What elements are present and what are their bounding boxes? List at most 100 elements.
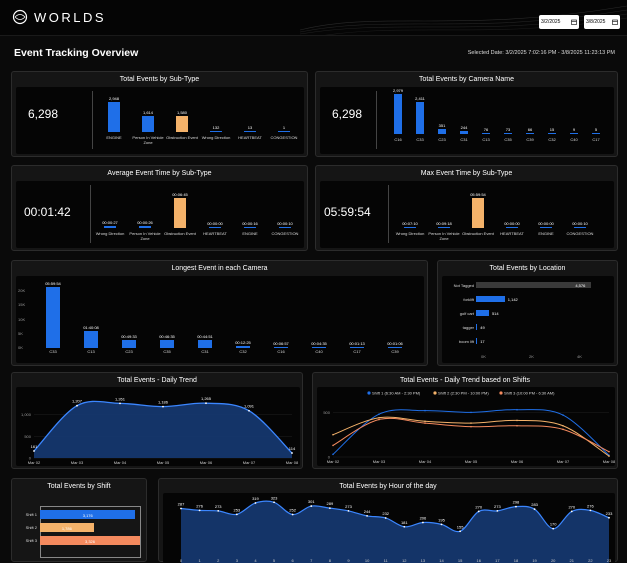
card-inner: 6,298 2,979 C16 2,411 C33 351 C23 244 C31 76 C13 7… [320, 87, 614, 154]
top-bar: WORLDS 3/2/2025 3/8/2025 [0, 0, 627, 36]
x-tick-label: 9 [347, 558, 350, 563]
hourly-area-chart: 287 0 276 1 273 2 253 3 319 4 323 5 252 6 301 7 289 8 273 9… [163, 493, 615, 563]
bar-category-label: Obstruction Event [462, 231, 494, 236]
bar-category-label: C16 [277, 349, 285, 354]
data-point [198, 509, 201, 512]
bar-category-label: C17 [353, 349, 361, 354]
bar-category-label: C35 [504, 137, 512, 142]
data-label: 283 [531, 502, 538, 507]
data-point [403, 525, 406, 528]
bar [526, 132, 534, 134]
bar-value-label: 00:44:51 [197, 334, 213, 340]
bar [46, 287, 60, 348]
axis-line [140, 506, 141, 558]
bar-value-label: 2,948 [108, 96, 119, 101]
bar [176, 115, 188, 132]
bar-value-label: 9 [572, 126, 576, 132]
bar-category-label: C13 [87, 349, 95, 354]
start-date-value: 3/2/2025 [541, 19, 561, 25]
bar [574, 226, 586, 228]
x-tick-label: Mar 03 [71, 460, 84, 465]
divider [376, 91, 377, 149]
bar-value-label: 00:46:35 [159, 334, 175, 340]
legend-label: Shift 3 (10:00 PM - 6:30 AM) [504, 391, 555, 396]
bar [40, 523, 94, 532]
bar-category-label: HEARTBEAT [238, 135, 262, 140]
logo[interactable]: WORLDS [12, 9, 106, 25]
x-tick-label: Mar 02 [28, 460, 41, 465]
bar-category-label: C40 [570, 137, 578, 142]
calendar-icon[interactable] [571, 19, 577, 25]
bar-category-label: C17 [592, 137, 600, 142]
data-point [424, 420, 426, 423]
hourly-card: Total Events by Hour of the day 287 0 276 1… [158, 478, 618, 563]
bar [139, 226, 151, 228]
bar-category-label: CONGESTION [270, 135, 298, 140]
bar-category-label: Not Tagged [453, 283, 474, 288]
data-point [332, 433, 334, 436]
bar-category-label: C13 [482, 137, 490, 142]
x-tick-label: Mar 08 [603, 459, 616, 464]
card-title: Total Events - Daily Trend based on Shif… [400, 377, 530, 384]
x-tick-label: Mar 06 [200, 460, 213, 465]
x-tick-label: 10 [365, 558, 370, 563]
bar [394, 94, 402, 134]
data-point [424, 409, 426, 412]
end-date-input[interactable]: 3/8/2025 [584, 15, 620, 29]
divider [92, 91, 93, 149]
card-title: Total Events by Hour of the day [339, 483, 437, 490]
bar-value-label: 3,326 [84, 538, 95, 544]
bar [279, 226, 291, 228]
data-point [515, 505, 517, 508]
bar-value-label: 00:00:16 [242, 220, 258, 226]
data-point [608, 516, 610, 519]
x-tick-label: 22 [588, 558, 593, 563]
bar-category-label: boom lift [458, 339, 474, 344]
bar-value-label: 1 [282, 124, 286, 130]
bar [274, 346, 288, 348]
data-label: 1,207 [72, 399, 83, 404]
total-count: 6,298 [28, 107, 59, 121]
data-label: 1,091 [244, 404, 255, 409]
bar-value-label: 00:01:06 [387, 340, 403, 346]
bar-category-label: ENGINE [242, 231, 258, 236]
calendar-icon[interactable] [612, 19, 618, 25]
bar-category-label: C16 [394, 137, 402, 142]
bar-value-label: 76 [483, 126, 489, 132]
x-tick-label: 5 [273, 558, 276, 563]
bar [476, 324, 478, 330]
bar [278, 130, 290, 132]
bar [210, 130, 222, 132]
x-tick-label: Mar 07 [557, 459, 570, 464]
card-title: Total Events - Daily Trend [117, 377, 197, 384]
data-point [235, 513, 238, 516]
bar [40, 536, 140, 545]
bar-category-label: C31 [201, 349, 209, 354]
y-tick-label: 15K [18, 302, 26, 308]
legend-marker [499, 391, 503, 395]
daily-trend-chart: 1,000 500 0 161 1,207 1,261 1,186 1,265 1,091 114… [16, 387, 300, 466]
data-point [378, 413, 380, 415]
y-tick-label: 0 [328, 455, 331, 460]
x-tick-label: 4 [254, 558, 257, 563]
bar-value-label: 2,979 [392, 88, 403, 93]
bar [84, 330, 98, 348]
x-tick-label: 14 [439, 558, 444, 563]
data-label: 232 [382, 511, 389, 516]
start-date-input[interactable]: 3/2/2025 [539, 15, 579, 29]
bar [142, 115, 154, 132]
data-point [328, 507, 331, 510]
data-label: 252 [289, 508, 296, 513]
bar [388, 346, 402, 348]
camera-card: Total Events by Camera Name 6,298 2,979 C… [315, 71, 618, 157]
y-tick-label: 0 [29, 456, 32, 461]
data-point [378, 416, 380, 419]
bar [244, 130, 256, 132]
data-label: 273 [215, 504, 222, 509]
bar [548, 132, 556, 134]
data-point [440, 523, 443, 526]
bar-value-label: 05:59:54 [470, 192, 486, 197]
bar-value-label: 17 [480, 339, 485, 344]
bar-value-label: 01:40:08 [83, 324, 99, 330]
data-point [378, 418, 380, 421]
